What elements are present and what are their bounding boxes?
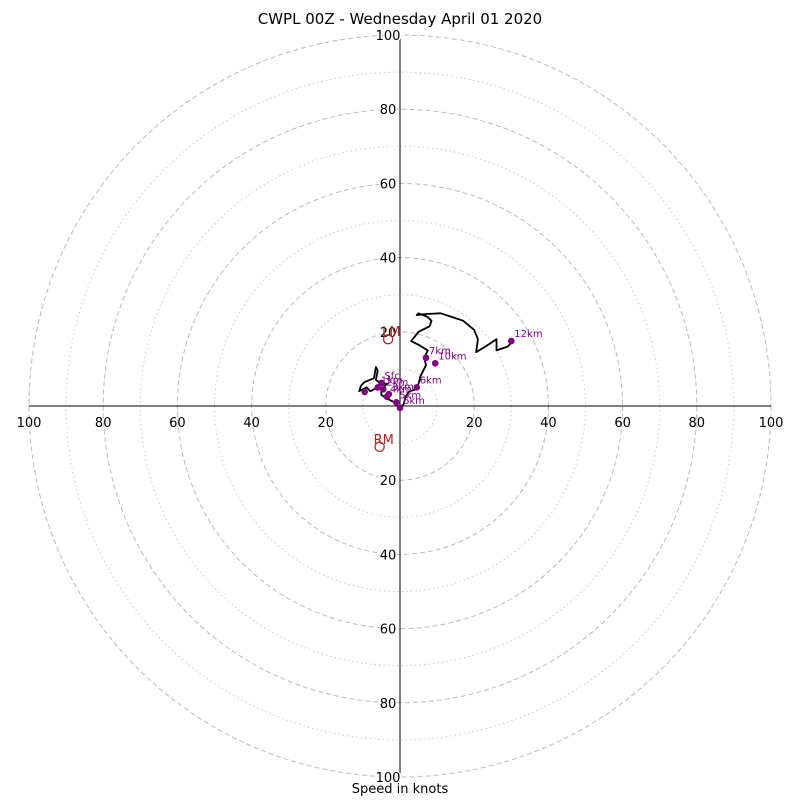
storm-motion-rm-marker	[374, 441, 385, 453]
tick-label-bottom-100: 100	[376, 771, 401, 786]
tick-label-top-40: 40	[380, 252, 397, 267]
height-point-8	[422, 354, 430, 362]
tick-label-left-100: 100	[17, 416, 42, 431]
height-point-4	[383, 393, 391, 401]
tick-label-right-60: 60	[614, 416, 631, 431]
tick-label-top-60: 60	[380, 177, 397, 192]
height-label-9: 10km	[438, 351, 466, 362]
storm-motion-lm-marker	[382, 333, 394, 345]
tick-label-top-100: 100	[376, 29, 401, 44]
wind-trace-line	[358, 312, 512, 409]
height-label-6: 6km	[403, 396, 425, 407]
tick-label-right-80: 80	[689, 416, 706, 431]
height-point-5	[392, 398, 400, 406]
storm-motion-rm-label: RM	[374, 433, 394, 448]
height-label-1: 1km	[381, 375, 403, 386]
height-point-7	[413, 384, 420, 391]
tick-label-left-40: 40	[243, 416, 260, 431]
tick-label-top-80: 80	[380, 103, 397, 118]
height-point-9	[431, 360, 439, 367]
tick-label-right-40: 40	[540, 416, 557, 431]
tick-label-right-20: 20	[466, 416, 483, 431]
height-point-2	[380, 386, 387, 393]
height-label-8: 7km	[429, 346, 451, 357]
wind-trace	[358, 312, 512, 409]
height-point-11	[361, 388, 369, 396]
height-point-0	[378, 379, 385, 387]
height-label-10: 12km	[514, 329, 542, 340]
tick-label-left-80: 80	[95, 416, 112, 431]
tick-label-left-60: 60	[169, 416, 186, 431]
chart-title: CWPL 00Z - Wednesday April 01 2020	[257, 10, 543, 28]
storm-motion-markers: LM RM	[374, 325, 401, 453]
tick-label-left-20: 20	[318, 416, 335, 431]
tick-label-bottom-60: 60	[380, 623, 397, 638]
x-axis-label: Speed in knots	[351, 782, 449, 797]
tick-label-bottom-80: 80	[380, 697, 397, 712]
height-label-5: 5km	[399, 390, 421, 401]
height-point-10	[508, 337, 515, 345]
tick-label-bottom-20: 20	[380, 474, 397, 489]
storm-motion-lm-label: LM	[382, 325, 400, 340]
height-point-1	[374, 384, 382, 391]
tick-labels: 2020202040404040606060608080808010010010…	[17, 28, 784, 788]
tick-label-right-100: 100	[759, 416, 784, 431]
height-label-7: 6km	[420, 375, 442, 386]
height-point-6	[396, 404, 404, 412]
height-label-2: 2km	[386, 377, 408, 388]
height-label-4: 4km	[390, 385, 412, 396]
tick-label-bottom-40: 40	[380, 548, 397, 563]
height-label-0: Sfc	[384, 371, 399, 382]
height-label-3: 3km	[392, 382, 414, 393]
